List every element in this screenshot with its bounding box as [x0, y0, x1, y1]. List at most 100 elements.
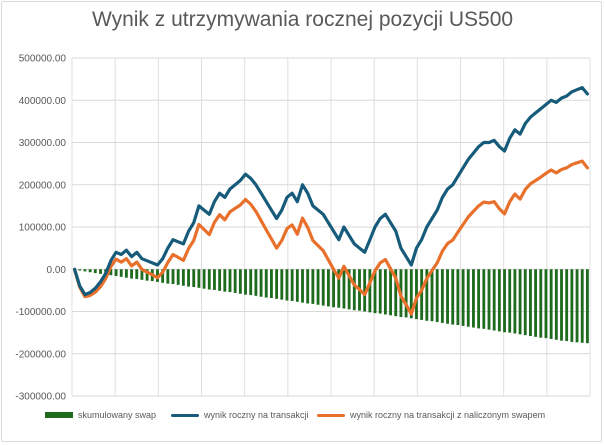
- y-tick-label: 100000.00: [19, 223, 67, 234]
- swap-bar: [275, 269, 279, 299]
- swap-bar: [332, 269, 336, 308]
- swap-bar: [181, 269, 185, 286]
- swap-bar: [513, 269, 517, 334]
- swap-bar: [425, 269, 429, 321]
- swap-bar: [508, 269, 512, 333]
- swap-bar: [114, 269, 118, 277]
- swap-bar: [207, 269, 211, 290]
- swap-bar: [109, 269, 113, 276]
- swap-bar: [565, 269, 569, 342]
- swap-bar: [161, 269, 165, 283]
- legend-item-swap: skumulowany swap: [45, 410, 156, 420]
- swap-bar: [466, 269, 470, 327]
- swap-bar: [290, 269, 294, 301]
- swap-bar: [176, 269, 180, 285]
- swap-bar: [342, 269, 346, 309]
- legend-label-result-swap: wynik roczny na transakcji z naliczonym …: [350, 410, 546, 420]
- y-tick-label: -100000.00: [15, 307, 66, 318]
- swap-bar: [78, 269, 82, 271]
- swap-bar: [451, 269, 455, 325]
- swap-bar: [326, 269, 330, 307]
- swap-bar: [166, 269, 170, 284]
- swap-bar: [544, 269, 548, 339]
- swap-bar: [316, 269, 320, 305]
- swap-bar: [518, 269, 522, 335]
- swap-bar: [202, 269, 206, 289]
- swap-bar: [99, 269, 102, 274]
- swap-bar: [83, 269, 87, 272]
- legend-swatch-result: [171, 413, 199, 417]
- swap-bar: [534, 269, 538, 337]
- swap-bar: [461, 269, 465, 326]
- swap-bar: [373, 269, 377, 314]
- swap-bar: [280, 269, 284, 300]
- swap-bar: [223, 269, 227, 292]
- swap-bar: [472, 269, 475, 328]
- swap-bar: [135, 269, 139, 279]
- series-line-result: [72, 85, 590, 297]
- y-tick-label: -300000.00: [15, 392, 66, 403]
- swap-bar: [197, 269, 201, 288]
- swap-bar: [140, 269, 144, 280]
- swap-bar: [363, 269, 367, 312]
- swap-bar: [523, 269, 527, 336]
- swap-bar: [337, 269, 341, 308]
- swap-bar: [301, 269, 304, 303]
- chart-title: Wynik z utrzymywania rocznej pozycji US5…: [91, 8, 514, 31]
- swap-bar: [311, 269, 315, 304]
- swap-bar: [492, 269, 496, 331]
- swap-bar: [549, 269, 553, 339]
- swap-bar: [321, 269, 325, 306]
- swap-bar: [368, 269, 372, 313]
- swap-bar: [233, 269, 237, 293]
- swap-bar: [575, 269, 579, 343]
- legend-label-result: wynik roczny na transakcji: [204, 410, 309, 420]
- y-tick-label: 400000.00: [19, 96, 67, 107]
- swap-bar: [487, 269, 491, 330]
- y-tick-label: 200000.00: [19, 180, 67, 191]
- swap-bar: [394, 269, 398, 317]
- swap-bar: [352, 269, 356, 311]
- legend-swatch-swap: [45, 412, 73, 418]
- swap-bar: [435, 269, 439, 323]
- series-line-result-swap: [72, 159, 590, 316]
- swap-bar: [295, 269, 299, 302]
- swap-bar: [88, 269, 92, 273]
- legend-item-result-swap: wynik roczny na transakcji z naliczonym …: [317, 410, 545, 420]
- chart-legend: skumulowany swap wynik roczny na transak…: [0, 410, 605, 426]
- swap-bar: [254, 269, 258, 296]
- swap-bar: [529, 269, 532, 337]
- swap-bar: [244, 269, 247, 295]
- swap-bar: [497, 269, 501, 332]
- swap-bar: [570, 269, 574, 342]
- swap-bar: [213, 269, 216, 290]
- swap-bar: [409, 269, 413, 319]
- swap-bar: [456, 269, 460, 326]
- swap-bar: [580, 269, 584, 343]
- swap-bar: [187, 269, 190, 287]
- swap-bar: [93, 269, 97, 274]
- swap-bar: [383, 269, 387, 315]
- swap-bar: [285, 269, 289, 301]
- swap-bar: [228, 269, 232, 293]
- swap-bar: [218, 269, 222, 291]
- swap-bar: [124, 269, 128, 278]
- swap-bar: [238, 269, 242, 294]
- legend-label-swap: skumulowany swap: [78, 410, 157, 420]
- swap-bar: [119, 269, 123, 277]
- swap-bar: [259, 269, 263, 297]
- swap-bar: [503, 269, 506, 333]
- swap-bar: [404, 269, 408, 318]
- swap-bar: [420, 269, 424, 320]
- y-tick-label: 0.00: [47, 265, 67, 276]
- y-tick-label: -200000.00: [15, 349, 66, 360]
- swap-bar: [554, 269, 558, 340]
- swap-bar: [347, 269, 351, 310]
- swap-bar: [130, 269, 133, 279]
- swap-bar: [415, 269, 418, 320]
- swap-bar: [192, 269, 196, 287]
- swap-bar: [270, 269, 273, 298]
- legend-swatch-result-swap: [317, 413, 345, 417]
- y-tick-label: 300000.00: [19, 138, 67, 149]
